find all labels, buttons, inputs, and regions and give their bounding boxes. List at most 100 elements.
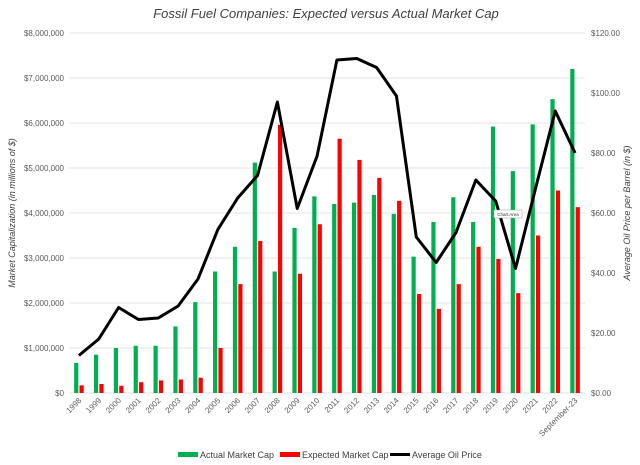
legend-label: Expected Market Cap — [302, 450, 389, 460]
bar-expected-market-cap — [456, 284, 461, 393]
x-tick-label: 2005 — [203, 396, 222, 415]
bar-expected-market-cap — [516, 293, 521, 393]
bar-expected-market-cap — [535, 235, 541, 393]
bar-expected-market-cap — [258, 240, 263, 393]
x-tick-label: 2004 — [183, 396, 202, 415]
y-axis-right: $0.00 $20.00 $40.00 $60.00 $80.00 $100.00 $120… — [591, 29, 620, 398]
x-tick-label: 2000 — [104, 396, 123, 415]
bar-actual-market-cap — [351, 202, 357, 393]
x-tick-label: 2013 — [362, 396, 381, 415]
y-tick-label: $1,000,000 — [24, 344, 65, 353]
bar-expected-market-cap — [218, 348, 223, 393]
x-tick-label: 2018 — [461, 396, 480, 415]
y2-tick-label: $0.00 — [591, 389, 612, 398]
y-tick-label: $2,000,000 — [24, 299, 65, 308]
bar-actual-market-cap — [193, 302, 198, 393]
x-tick-label: 2003 — [164, 396, 183, 415]
bar-expected-market-cap — [575, 207, 580, 393]
y-tick-label: $3,000,000 — [24, 254, 65, 263]
x-axis: 1998 1999 2000 2001 2002 2003 2004 2005 2006 2007… — [64, 396, 579, 439]
bars — [74, 69, 580, 394]
bar-expected-market-cap — [436, 308, 441, 393]
oil-price-line-group — [77, 57, 577, 357]
bar-expected-market-cap — [79, 385, 84, 393]
y2-tick-label: $80.00 — [591, 149, 616, 158]
x-tick-label: 2006 — [223, 396, 242, 415]
bar-expected-market-cap — [158, 380, 164, 393]
bar-expected-market-cap — [416, 294, 422, 393]
y2-tick-label: $120.00 — [591, 29, 620, 38]
bar-expected-market-cap — [178, 379, 183, 393]
y2-axis-label: Average Oil Price per Barrel (in $) — [622, 146, 632, 282]
y-tick-label: $8,000,000 — [24, 29, 65, 38]
bar-actual-market-cap — [391, 213, 396, 393]
bar-actual-market-cap — [332, 204, 337, 393]
bar-actual-market-cap — [232, 246, 238, 393]
bar-expected-market-cap — [357, 159, 362, 393]
y2-tick-label: $20.00 — [591, 329, 616, 338]
bar-actual-market-cap — [292, 227, 297, 393]
bar-actual-market-cap — [133, 345, 138, 393]
bar-actual-market-cap — [471, 222, 476, 393]
y-tick-label: $6,000,000 — [24, 119, 65, 128]
bar-expected-market-cap — [139, 382, 144, 393]
bar-expected-market-cap — [198, 377, 203, 393]
bar-actual-market-cap — [490, 126, 496, 393]
oil-price-line — [77, 57, 577, 357]
bar-actual-market-cap — [570, 69, 575, 393]
tooltip-text: Chart Area — [497, 212, 519, 217]
y-axis-label: Market Capitalization (in millions of $) — [7, 138, 17, 288]
y2-tick-label: $40.00 — [591, 269, 616, 278]
legend-label: Average Oil Price — [412, 450, 482, 460]
y-tick-label: $7,000,000 — [24, 74, 65, 83]
legend-swatch — [178, 452, 198, 457]
x-tick-label: 1998 — [64, 396, 83, 415]
bar-expected-market-cap — [238, 284, 243, 393]
bar-actual-market-cap — [153, 345, 158, 393]
bar-actual-market-cap — [74, 362, 79, 393]
bar-actual-market-cap — [510, 171, 515, 393]
y-axis-left: $0 $1,000,000 $2,000,000 $3,000,000 $4,000,0… — [24, 29, 65, 398]
bar-actual-market-cap — [93, 354, 99, 393]
x-tick-label: 2007 — [243, 396, 262, 415]
x-tick-label: 2019 — [481, 396, 500, 415]
x-tick-label: 2015 — [402, 396, 421, 415]
y-tick-label: $5,000,000 — [24, 164, 65, 173]
bar-actual-market-cap — [550, 99, 555, 394]
bar-actual-market-cap — [371, 195, 377, 393]
x-tick-label: 1999 — [84, 396, 103, 415]
bar-actual-market-cap — [213, 271, 218, 393]
bar-actual-market-cap — [272, 271, 277, 393]
legend: Actual Market Cap Expected Market Cap Aver… — [178, 450, 482, 460]
bar-actual-market-cap — [113, 348, 119, 393]
x-tick-label: 2002 — [144, 396, 163, 415]
bar-expected-market-cap — [119, 385, 124, 393]
x-tick-label: 2016 — [422, 396, 441, 415]
bar-expected-market-cap — [476, 246, 481, 393]
bar-expected-market-cap — [555, 190, 561, 393]
chart-area-tooltip: Chart Area — [493, 209, 523, 219]
x-tick-label: 2011 — [323, 396, 342, 415]
x-tick-label: 2012 — [342, 396, 361, 415]
y-tick-label: $0 — [55, 389, 64, 398]
x-tick-label: 2008 — [263, 396, 282, 415]
bar-expected-market-cap — [377, 177, 382, 393]
bar-actual-market-cap — [411, 256, 416, 393]
bar-actual-market-cap — [431, 222, 436, 393]
bar-expected-market-cap — [496, 258, 501, 393]
x-tick-label: 2021 — [521, 396, 540, 415]
legend-label: Actual Market Cap — [200, 450, 274, 460]
bar-actual-market-cap — [312, 196, 317, 393]
y2-tick-label: $60.00 — [591, 209, 616, 218]
bar-expected-market-cap — [337, 138, 342, 393]
bar-expected-market-cap — [297, 273, 303, 393]
bar-expected-market-cap — [317, 224, 322, 393]
x-tick-label: 2020 — [501, 396, 520, 415]
chart-title: Fossil Fuel Companies: Expected versus A… — [153, 6, 499, 21]
x-tick-label: 2009 — [283, 396, 302, 415]
bar-actual-market-cap — [252, 162, 257, 393]
bar-expected-market-cap — [277, 124, 283, 394]
bar-expected-market-cap — [397, 200, 402, 393]
x-tick-label: 2001 — [124, 396, 143, 415]
